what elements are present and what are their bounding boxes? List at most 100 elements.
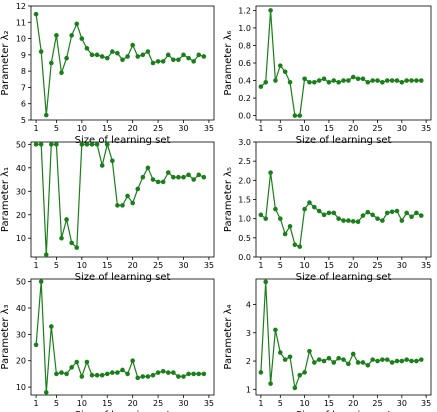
data-point: [54, 142, 59, 147]
x-tick-label: 30: [178, 399, 188, 408]
x-tick-label: 35: [421, 124, 431, 133]
data-point: [384, 78, 390, 83]
x-tick-label: 5: [278, 124, 283, 133]
data-point: [273, 327, 278, 333]
x-tick-label: 5: [54, 399, 59, 408]
data-point: [186, 371, 191, 377]
y-tick-label: 1.2: [238, 6, 251, 15]
plot-frame: [255, 278, 432, 396]
data-point: [120, 57, 125, 63]
data-point: [104, 371, 110, 377]
data-point: [282, 69, 288, 75]
data-point: [165, 170, 171, 175]
y-tick-label: 0.4: [238, 77, 251, 86]
y-tick-label: 0.6: [238, 59, 251, 68]
data-point: [384, 357, 390, 362]
data-point: [191, 59, 196, 64]
data-point: [181, 174, 186, 180]
y-tick-label: 3: [246, 329, 251, 338]
y-tick-label: 4: [246, 300, 251, 309]
data-point: [89, 142, 95, 147]
data-point: [365, 362, 371, 368]
y-tick-label: 0.8: [238, 41, 251, 50]
data-point: [380, 79, 385, 85]
data-point: [331, 360, 337, 365]
data-point: [302, 370, 307, 375]
data-point: [74, 245, 80, 250]
x-tick-label: 35: [204, 399, 214, 408]
data-point: [79, 36, 85, 41]
data-point: [135, 54, 141, 59]
data-point: [104, 55, 110, 61]
data-point: [365, 79, 371, 85]
data-point: [145, 49, 151, 54]
data-point: [312, 204, 317, 210]
data-point: [365, 209, 371, 215]
data-point: [380, 218, 385, 223]
x-tick-label: 25: [372, 399, 382, 408]
y-tick-label: 7: [21, 83, 26, 92]
data-point: [33, 142, 39, 147]
x-tick-label: 20: [128, 261, 138, 270]
data-point: [287, 354, 293, 360]
data-point: [292, 242, 298, 248]
data-point: [49, 142, 54, 147]
data-point: [414, 210, 419, 216]
y-tick-label: 50: [16, 278, 26, 287]
y-axis-label: Parameter λ₃: [0, 304, 11, 369]
y-tick-label: 50: [16, 140, 26, 149]
data-point: [99, 163, 105, 168]
data-point: [140, 374, 146, 379]
y-axis-label: Parameter λ₆: [223, 30, 234, 95]
x-axis-label: Size of learning set: [75, 135, 171, 146]
x-tick-label: 1: [34, 399, 39, 408]
data-point: [360, 76, 366, 82]
data-point: [360, 213, 366, 218]
data-point: [399, 79, 405, 85]
data-point: [409, 358, 414, 364]
chart-lambda4: 151015202530351234Size of learning setPa…: [223, 278, 432, 412]
y-tick-label: 11: [16, 18, 26, 27]
data-point: [321, 358, 327, 364]
x-tick-label: 1: [258, 261, 263, 270]
data-point: [331, 78, 337, 83]
data-point: [326, 210, 332, 216]
x-tick-label: 30: [397, 399, 407, 408]
data-point: [150, 372, 156, 378]
data-point: [287, 224, 293, 229]
data-point: [38, 142, 44, 147]
data-point: [104, 142, 110, 147]
y-tick-label: 10: [16, 35, 26, 44]
data-point: [110, 158, 115, 164]
x-axis-label: Size of learning set: [296, 135, 392, 146]
data-point: [273, 78, 278, 83]
data-point: [394, 208, 400, 214]
data-point: [350, 74, 356, 80]
data-point: [140, 52, 146, 58]
data-point: [155, 179, 161, 185]
data-point: [115, 203, 120, 208]
data-point: [196, 371, 202, 377]
data-point: [355, 76, 361, 82]
data-point: [150, 60, 156, 66]
x-tick-label: 15: [102, 261, 112, 270]
data-point: [145, 165, 151, 171]
data-point: [64, 55, 69, 61]
data-point: [312, 360, 317, 365]
data-point: [297, 244, 303, 249]
series-line: [260, 172, 422, 248]
x-tick-label: 10: [300, 124, 310, 133]
data-point: [140, 174, 146, 180]
data-point: [201, 174, 207, 180]
data-point: [99, 372, 105, 378]
x-axis-label: Size of learning set: [296, 272, 392, 283]
x-tick-label: 1: [34, 261, 39, 270]
data-point: [258, 84, 264, 89]
x-tick-label: 20: [348, 124, 358, 133]
data-point: [130, 42, 135, 48]
data-point: [336, 79, 341, 85]
plot-frame: [30, 141, 215, 258]
data-point: [186, 172, 191, 178]
data-point: [316, 208, 322, 214]
x-tick-label: 15: [324, 261, 334, 270]
